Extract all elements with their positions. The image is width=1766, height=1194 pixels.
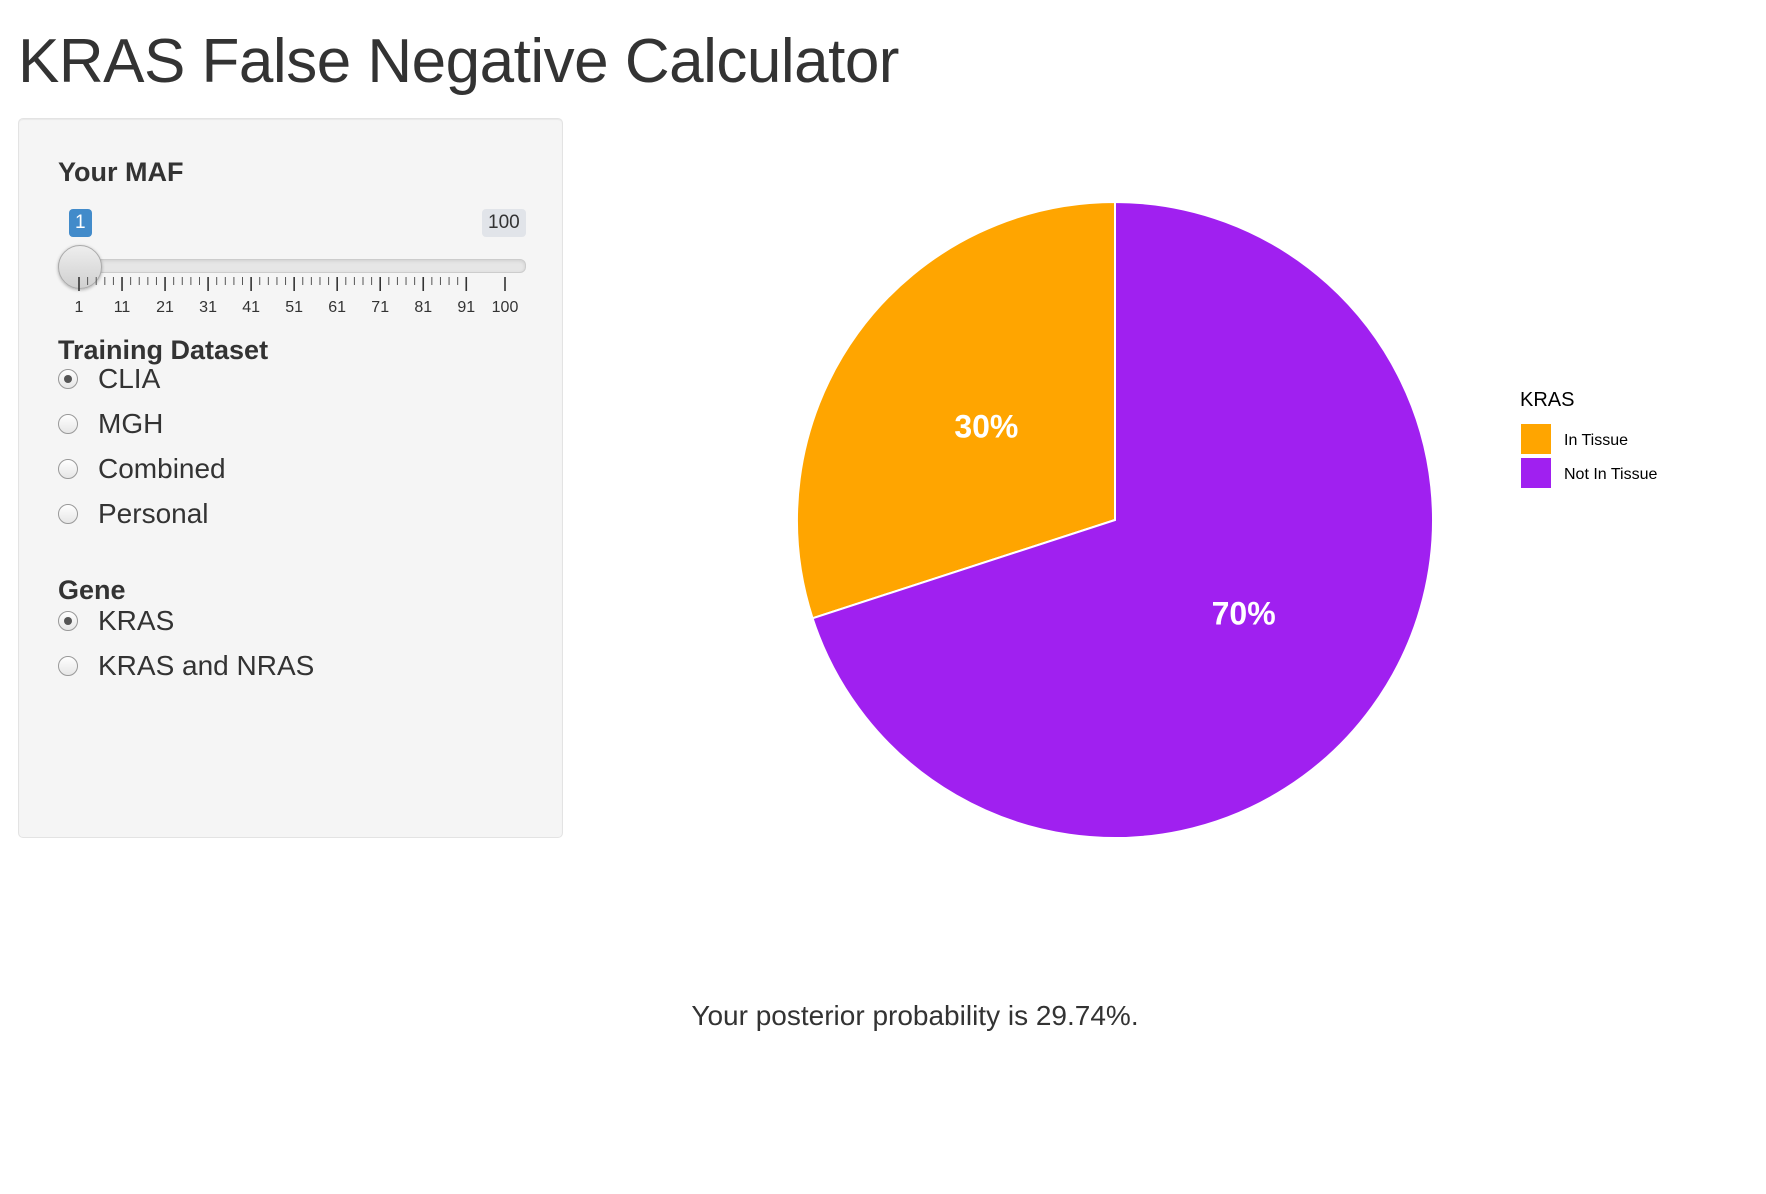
legend-key <box>1521 424 1551 454</box>
slider-tick-label: 91 <box>457 299 476 316</box>
slider-tick-label: 81 <box>414 299 433 316</box>
maf-current-value: 1 <box>69 209 92 237</box>
slider-tick-label: 71 <box>371 299 390 316</box>
radio-combined-label[interactable]: Combined <box>98 453 226 484</box>
radio-kras-indicator[interactable] <box>58 611 78 631</box>
pie-slice-in-tissue <box>796 200 1116 620</box>
radio-clia[interactable]: CLIA <box>58 359 160 399</box>
radio-personal-label[interactable]: Personal <box>98 498 209 529</box>
training-dataset-label: Training Dataset <box>58 335 269 365</box>
pie-chart: 30% 70% KRAS In Tissue Not In Tissue <box>796 200 1657 839</box>
radio-clia-indicator[interactable] <box>58 369 78 389</box>
pie-label: 70% <box>1212 595 1276 631</box>
input-panel: Your MAF 1 100 Training Dataset CLIA MGH… <box>18 118 563 838</box>
radio-kras-nras-label[interactable]: KRAS and NRAS <box>98 650 315 681</box>
legend-key <box>1521 458 1551 488</box>
pie-slice-not-in-tissue <box>811 200 1434 839</box>
slider-tick-label: 51 <box>285 299 304 316</box>
maf-label: Your MAF <box>58 157 184 187</box>
radio-kras-label[interactable]: KRAS <box>98 605 175 636</box>
legend-label: In Tissue <box>1564 432 1628 449</box>
radio-mgh-label[interactable]: MGH <box>98 408 164 439</box>
radio-mgh-indicator[interactable] <box>58 414 78 434</box>
radio-personal-indicator[interactable] <box>58 504 78 524</box>
radio-personal[interactable]: Personal <box>58 494 209 534</box>
radio-mgh[interactable]: MGH <box>58 404 163 444</box>
maf-slider-handle[interactable] <box>58 245 102 289</box>
radio-kras[interactable]: KRAS <box>58 601 174 641</box>
radio-combined-indicator[interactable] <box>58 459 78 479</box>
page-title: KRAS False Negative Calculator <box>18 27 899 96</box>
slider-tick-label: 61 <box>328 299 347 316</box>
slider-tick-label: 100 <box>491 299 519 316</box>
gene-label: Gene <box>58 575 126 605</box>
pie-chart-container: 30% 70% KRAS In Tissue Not In Tissue <box>580 118 1760 878</box>
posterior-probability-value: Your posterior probability is 29.74%. <box>691 1000 1139 1031</box>
slider-tick-label: 21 <box>156 299 174 316</box>
legend-title: KRAS <box>1520 389 1574 411</box>
maf-slider-track[interactable] <box>58 259 526 273</box>
slider-tick-label: 1 <box>74 299 84 316</box>
legend-label: Not In Tissue <box>1564 466 1657 483</box>
radio-clia-label[interactable]: CLIA <box>98 363 161 394</box>
slider-tick-label: 41 <box>242 299 261 316</box>
radio-kras-nras[interactable]: KRAS and NRAS <box>58 646 314 686</box>
slider-tick-label: 31 <box>199 299 217 316</box>
pie-label: 30% <box>954 409 1018 445</box>
radio-combined[interactable]: Combined <box>58 449 226 489</box>
maf-max-value: 100 <box>482 209 526 237</box>
posterior-probability-text: Your posterior probability is 29.74%. <box>0 1000 1766 1032</box>
radio-kras-nras-indicator[interactable] <box>58 656 78 676</box>
maf-slider-ticks <box>78 277 506 291</box>
slider-tick-label: 11 <box>113 299 131 316</box>
